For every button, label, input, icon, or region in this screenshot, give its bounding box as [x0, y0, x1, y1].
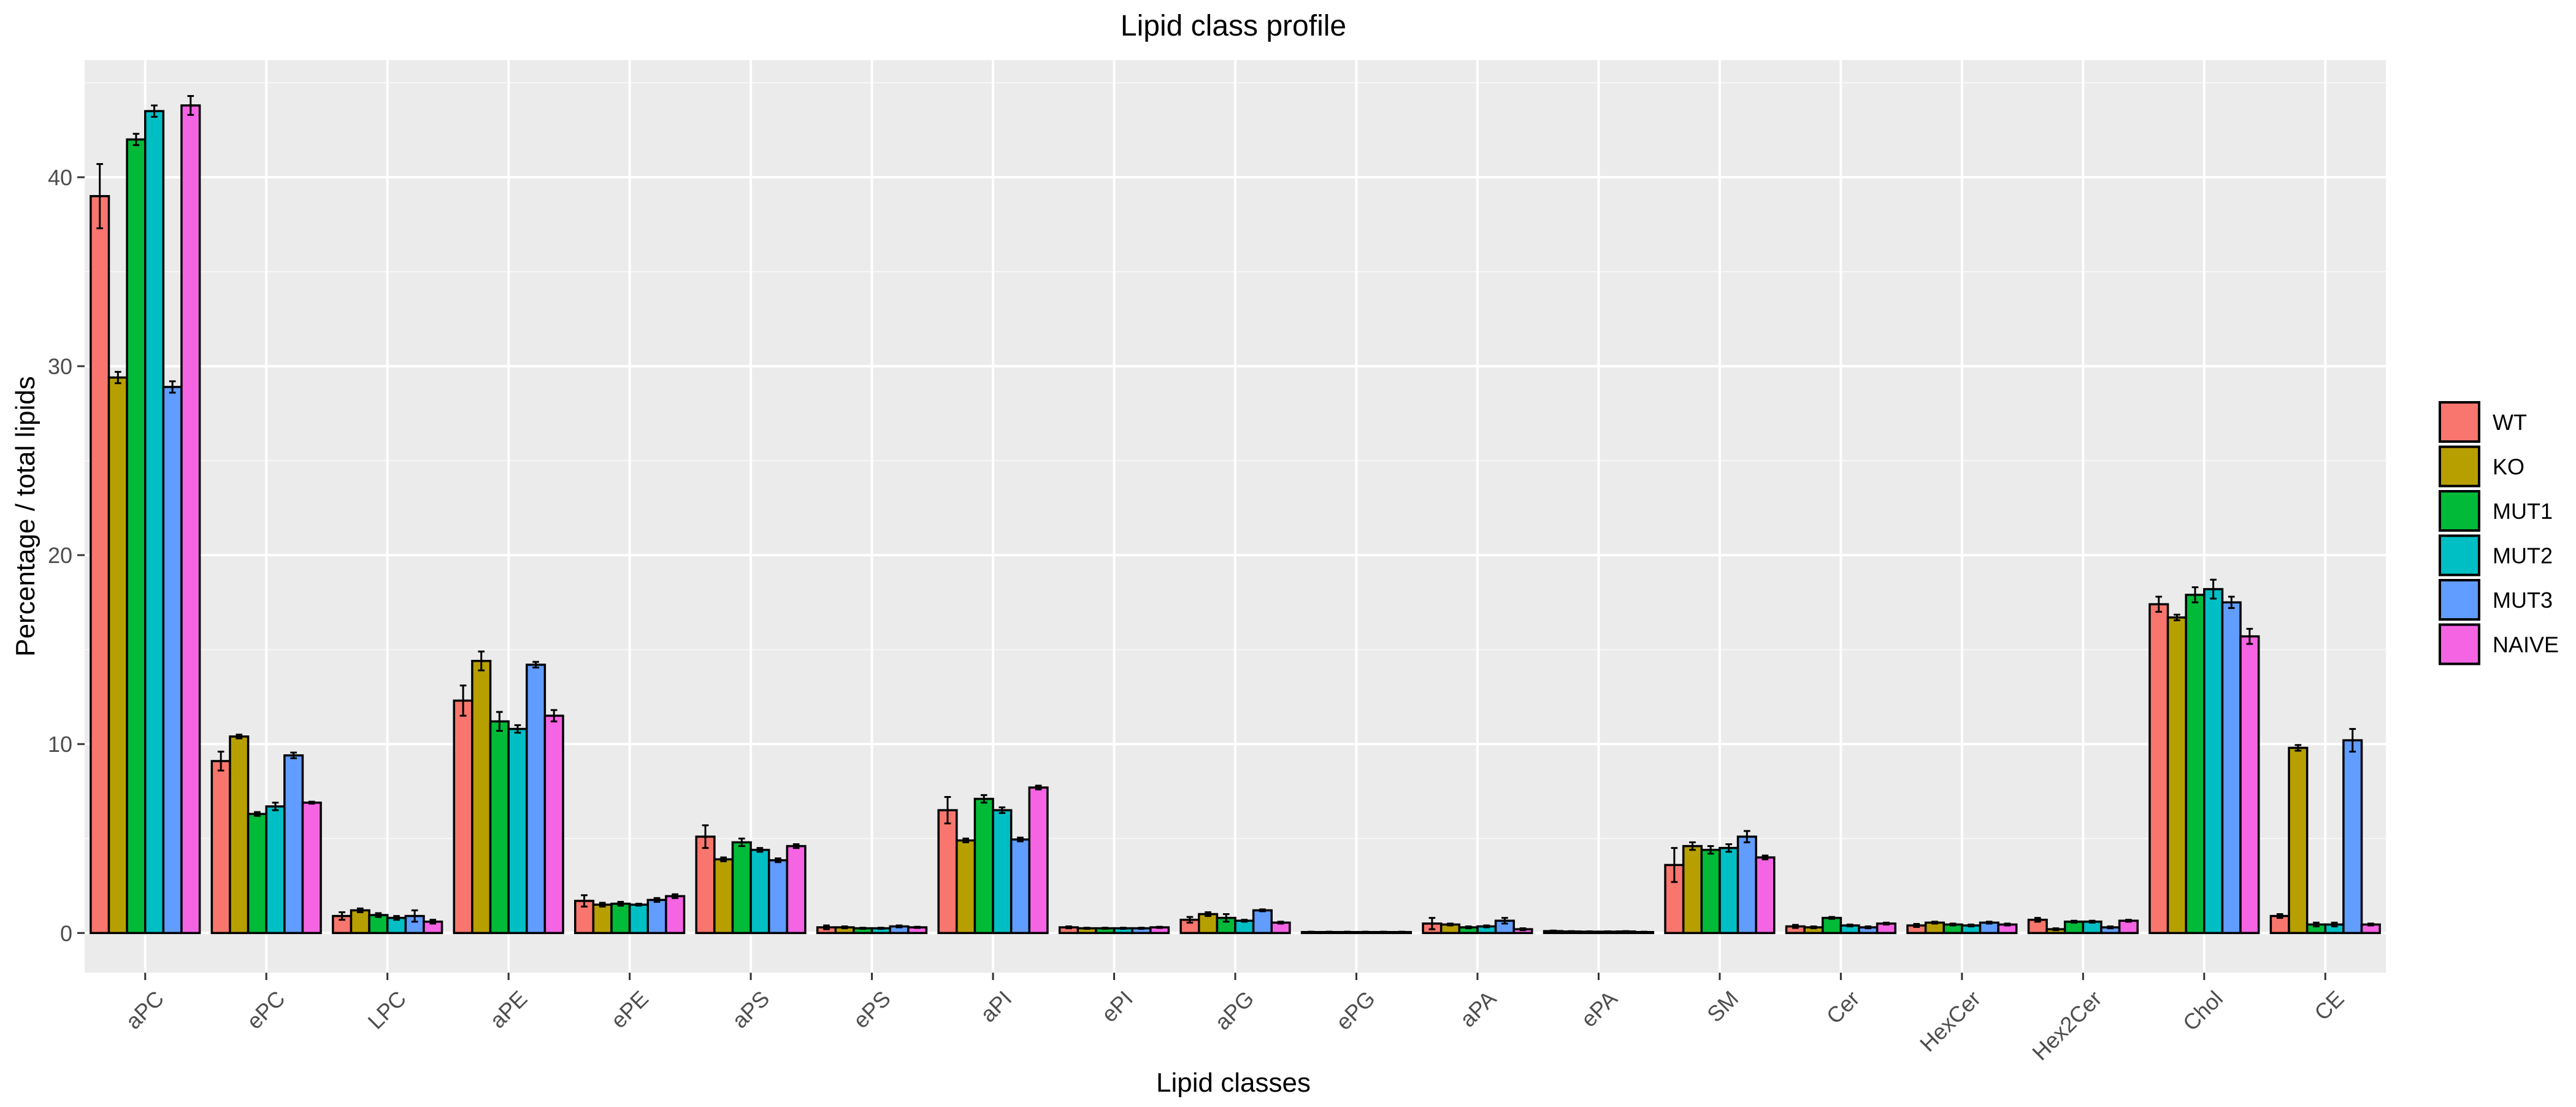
bar-mut3-ce: [2342, 739, 2363, 935]
bar-naive-sm: [1755, 856, 1776, 935]
bar-mut3-ape: [526, 664, 546, 935]
chart-title: Lipid class profile: [1121, 10, 1346, 42]
bar-ko-aps: [713, 858, 734, 935]
bar-mut3-apg: [1252, 909, 1273, 935]
bar-mut2-chol: [2203, 588, 2224, 935]
bar-mut2-api: [992, 809, 1013, 935]
bar-mut1-epe: [610, 902, 631, 935]
legend-label-wt: WT: [2493, 410, 2527, 435]
bar-wt-ape: [453, 699, 473, 935]
bar-mut1-ape: [489, 720, 510, 935]
bar-mut2-aps: [749, 849, 770, 935]
legend-label-mut1: MUT1: [2493, 499, 2553, 524]
y-tick-label: 10: [48, 732, 72, 757]
bar-mut1-sm: [1700, 849, 1721, 935]
bar-mut2-apc: [144, 110, 165, 935]
legend-key-mut1: [2439, 490, 2480, 532]
bar-mut1-epc: [247, 813, 267, 935]
error-bars: [96, 95, 2374, 933]
y-tick-label: 20: [48, 543, 72, 568]
bar-mut3-apc: [162, 386, 183, 935]
bar-mut1-apc: [126, 138, 147, 935]
bar-mut3-aps: [767, 859, 789, 935]
bar-wt-api: [937, 809, 958, 935]
bar-ko-lpc: [350, 909, 370, 935]
bar-mut2-ape: [507, 727, 528, 935]
bar-naive-apc: [180, 104, 201, 935]
bar-ko-chol: [2166, 616, 2187, 935]
bar-mut2-epe: [628, 903, 650, 935]
legend-label-mut2: MUT2: [2493, 543, 2553, 569]
bar-ko-epe: [592, 903, 613, 935]
bar-mut2-epc: [265, 805, 286, 935]
bar-mut2-sm: [1719, 846, 1739, 935]
bar-naive-ape: [543, 714, 564, 935]
bar-ko-ape: [471, 659, 492, 935]
legend-key-mut2: [2439, 534, 2480, 576]
bar-ko-epc: [229, 735, 250, 935]
bar-mut3-epe: [646, 898, 667, 935]
bar-ko-sm: [1682, 845, 1703, 935]
bar-wt-apc: [90, 195, 110, 935]
bar-ko-apg: [1198, 913, 1219, 935]
bar-wt-aps: [695, 835, 716, 935]
bar-mut1-chol: [2185, 594, 2206, 935]
x-axis-title: Lipid classes: [1156, 1068, 1311, 1098]
bar-mut1-cer: [1821, 916, 1842, 935]
bar-wt-chol: [2149, 603, 2169, 935]
y-tick-label: 40: [48, 165, 72, 190]
bar-mut3-api: [1010, 838, 1031, 935]
legend-key-mut3: [2439, 579, 2480, 621]
legend-key-wt: [2439, 401, 2480, 443]
bar-wt-epc: [210, 760, 231, 935]
bar-naive-chol: [2239, 635, 2260, 935]
legend-key-naive: [2439, 623, 2480, 665]
bar-naive-epc: [301, 801, 322, 935]
bar-mut1-api: [973, 797, 994, 935]
bar-ko-apc: [107, 376, 128, 935]
bar-wt-ce: [2269, 914, 2290, 935]
bar-mut3-sm: [1736, 835, 1757, 935]
bar-ko-api: [956, 839, 976, 935]
bar-mut1-aps: [731, 841, 752, 935]
legend-label-ko: KO: [2493, 454, 2524, 480]
bar-mut3-chol: [2221, 601, 2242, 935]
bar-mut3-epc: [283, 754, 304, 935]
legend-label-mut3: MUT3: [2493, 588, 2553, 613]
legend-label-naive: NAIVE: [2493, 632, 2559, 657]
y-tick-label: 30: [48, 354, 72, 379]
bars: [90, 104, 2381, 935]
bar-naive-api: [1028, 786, 1049, 935]
bar-naive-aps: [786, 845, 807, 935]
legend: WT KO MUT1 MUT2 MUT3 NAIVE: [2439, 401, 2559, 665]
y-tick-label: 0: [60, 921, 72, 946]
y-axis-title: Percentage / total lipids: [10, 376, 40, 656]
bar-naive-epe: [665, 895, 686, 935]
bar-ko-ce: [2288, 746, 2309, 935]
legend-key-ko: [2439, 445, 2480, 488]
